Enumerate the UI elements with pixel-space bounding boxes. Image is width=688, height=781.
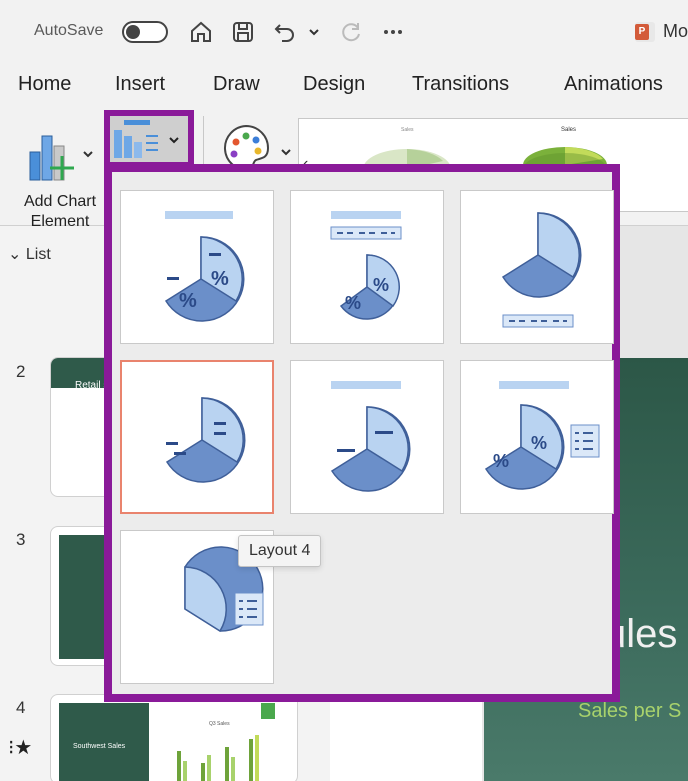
quick-layout-dropdown: % % % % (104, 164, 620, 702)
layout-3-pie-icon (501, 212, 582, 328)
layout-2-pie-icon: % % (330, 211, 402, 320)
document-name[interactable]: Mo (663, 21, 688, 41)
slide-number-2: 2 (16, 362, 26, 381)
slide4-chart-bars (177, 735, 259, 781)
svg-text:%: % (373, 275, 389, 295)
slide-edge (330, 692, 482, 781)
add-chart-element-label-1: Add Chart (23, 193, 97, 210)
slide-number-3: 3 (16, 530, 26, 549)
tab-home[interactable]: Home (18, 73, 72, 95)
layout-5-pie-icon (330, 381, 411, 492)
ribbon-tabs: Home Insert Draw Design Transitions Anim… (0, 62, 688, 108)
save-icon[interactable] (228, 17, 258, 47)
svg-text:%: % (493, 451, 509, 471)
layout-tooltip: Layout 4 (238, 535, 322, 567)
slide-number-4: 4 (16, 698, 26, 717)
svg-text:%: % (345, 293, 361, 313)
layout-option-2[interactable]: % % (290, 190, 444, 344)
home-icon[interactable] (186, 17, 216, 47)
ribbon-separator (203, 116, 204, 208)
powerpoint-icon: P (635, 22, 655, 42)
layout-1-pie-icon: % % (164, 211, 245, 322)
add-chart-element-icon (29, 135, 93, 181)
layout-4-pie-icon (165, 397, 246, 483)
gallery-prev-arrow[interactable]: ‹ (303, 155, 308, 173)
autosave-label: AutoSave (34, 22, 104, 39)
undo-icon[interactable] (270, 17, 300, 47)
svg-text:%: % (211, 268, 229, 290)
layout-option-3[interactable] (460, 190, 614, 344)
add-chart-element-button[interactable]: Add Chart Element (14, 122, 106, 230)
change-colors-button[interactable] (218, 120, 296, 180)
slide4-chart-title: Q3 Sales (209, 721, 230, 727)
slide2-title: Retail s (75, 380, 109, 391)
tab-insert[interactable]: Insert (115, 73, 166, 95)
layout-option-4[interactable] (120, 360, 274, 514)
slide4-title: Southwest Sales (73, 743, 126, 750)
more-icon[interactable] (378, 17, 408, 47)
svg-text:%: % (179, 290, 197, 312)
tab-animations[interactable]: Animations (564, 73, 663, 95)
slide-subtitle[interactable]: Sales per S (578, 700, 682, 722)
tab-transitions[interactable]: Transitions (412, 73, 510, 95)
palette-icon (224, 124, 291, 172)
chevron-down-icon[interactable] (304, 17, 324, 47)
star-icon: ⁝★ (8, 737, 33, 759)
tab-design[interactable]: Design (303, 73, 366, 95)
add-chart-element-label-2: Element (30, 213, 90, 230)
quick-layout-icon (114, 120, 179, 158)
svg-text:%: % (531, 433, 547, 453)
title-bar: AutoSave P Mo (0, 0, 688, 62)
layout-option-6[interactable]: % % (460, 360, 614, 514)
layout-6-pie-icon: % % (484, 381, 600, 490)
slide-thumbnail-4[interactable]: Southwest Sales Q3 Sales (50, 694, 298, 781)
tab-draw[interactable]: Draw (213, 73, 260, 95)
list-view-header[interactable]: ⌄ List (8, 246, 51, 263)
layout-7-pie-icon (184, 546, 264, 633)
redo-icon (336, 17, 366, 47)
layout-option-1[interactable]: % % (120, 190, 274, 344)
layout-option-7[interactable] (120, 530, 274, 684)
quick-layout-button[interactable] (104, 110, 194, 168)
autosave-toggle[interactable] (122, 21, 168, 43)
layout-option-5[interactable] (290, 360, 444, 514)
